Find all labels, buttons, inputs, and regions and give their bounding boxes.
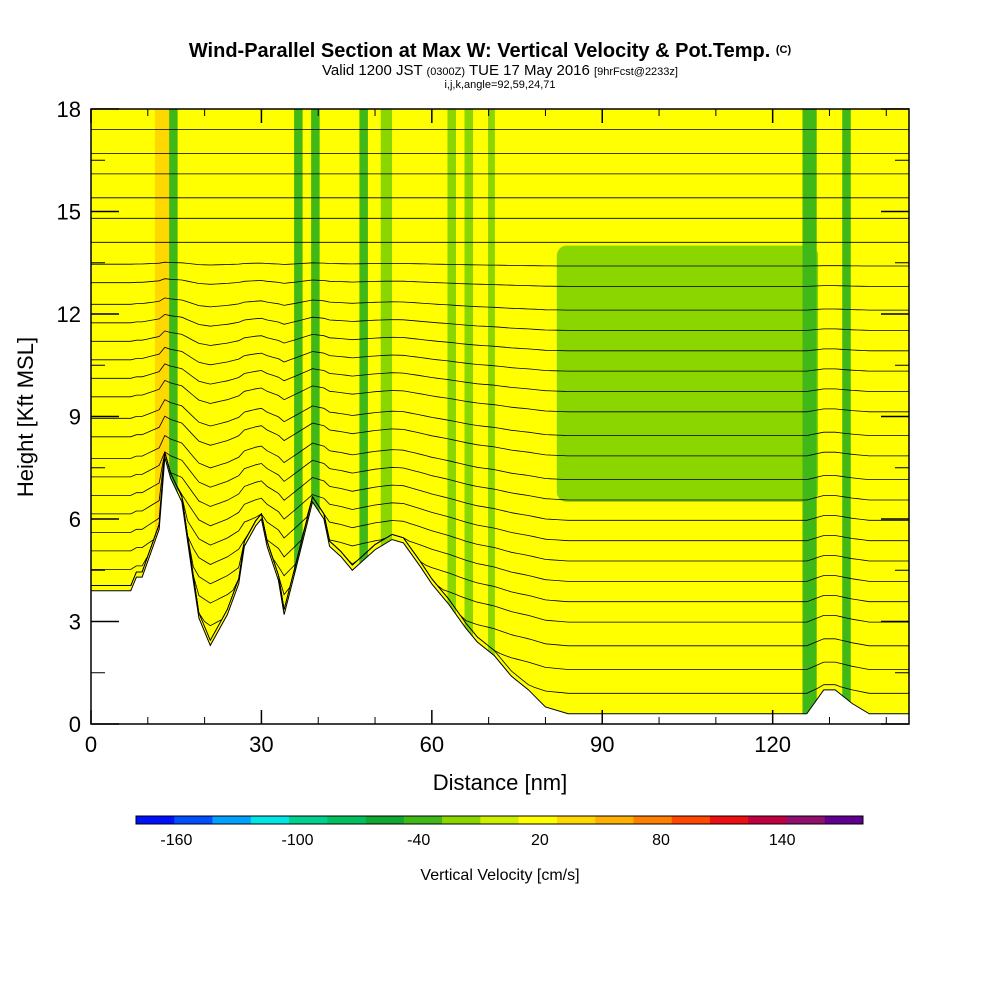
colorbar-bin xyxy=(365,816,405,824)
y-tick-label: 6 xyxy=(69,507,81,532)
colorbar-frame xyxy=(135,815,864,825)
y-tick-label: 0 xyxy=(69,712,81,737)
isentrope-line xyxy=(91,452,909,562)
isentrope-line xyxy=(91,451,909,501)
colorbar-bin xyxy=(633,816,672,824)
colorbar-bin xyxy=(748,816,787,824)
isentrope-line xyxy=(91,452,909,603)
colorbar-tick-labels: -160 -100 -40 20 80 140 xyxy=(160,832,795,849)
colorbar-bin xyxy=(212,816,252,824)
colorbar-bin xyxy=(786,816,826,824)
updraft-column xyxy=(204,109,216,724)
terrain xyxy=(91,457,909,724)
y-tick-label: 9 xyxy=(69,405,81,430)
chart-subtitle-indices: i,j,k,angle=92,59,24,71 xyxy=(444,79,555,91)
x-tick-label: 90 xyxy=(590,732,614,757)
plot-area xyxy=(91,109,909,724)
x-tick-label: 30 xyxy=(249,732,273,757)
y-tick-label: 15 xyxy=(57,200,81,225)
colorbar-bin xyxy=(250,816,290,824)
isentrope-line xyxy=(91,452,909,521)
y-tick-label: 18 xyxy=(57,97,81,122)
x-axis-label: Distance [nm] xyxy=(433,770,568,795)
downdraft-column xyxy=(359,109,368,724)
colorbar-title: Vertical Velocity [cm/s] xyxy=(420,867,579,884)
colorbar-bin xyxy=(595,816,634,824)
colorbar-bin xyxy=(671,816,711,824)
downdraft-column xyxy=(294,109,303,724)
colorbar-bin xyxy=(136,816,175,824)
isentrope-line xyxy=(91,297,909,311)
isentrope-line xyxy=(91,434,909,480)
colorbar-bin xyxy=(480,816,519,824)
isentrope-line xyxy=(91,452,909,647)
isentrope-line xyxy=(91,452,909,542)
isentrope-line xyxy=(91,379,909,413)
updraft-column xyxy=(177,109,187,724)
isentrope-line xyxy=(91,452,909,582)
colorbar-tick-label: -40 xyxy=(407,832,430,849)
y-tick-label: 3 xyxy=(69,610,81,635)
isentrope-line xyxy=(91,313,909,331)
isentrope-line xyxy=(91,415,909,457)
updraft-column xyxy=(126,109,136,724)
colorbar-bin xyxy=(174,816,213,824)
colorbar-tick-label: 80 xyxy=(652,832,670,849)
y-tick-label: 12 xyxy=(57,302,81,327)
downdraft-column xyxy=(169,109,178,724)
downdraft-column xyxy=(447,109,456,724)
isentrope-line xyxy=(91,399,909,436)
downdraft-column xyxy=(380,109,393,724)
downdraft-column xyxy=(802,109,817,724)
colorbar-bin xyxy=(824,816,864,824)
isentrope-line xyxy=(91,452,909,623)
x-tick-label: 0 xyxy=(85,732,97,757)
x-tick-label: 60 xyxy=(420,732,444,757)
colorbar-bin xyxy=(518,816,558,824)
colorbar-tick-label: 140 xyxy=(769,832,796,849)
isentrope-line xyxy=(91,363,909,392)
colorbar-tick-label: 20 xyxy=(531,832,549,849)
potential-temperature-contours xyxy=(91,129,909,694)
chart-subtitle: Valid 1200 JST (0300Z) TUE 17 May 2016 [… xyxy=(322,62,678,79)
colorbar-tick-label: -160 xyxy=(160,832,192,849)
colorbar-tick-label: -100 xyxy=(282,832,314,849)
downdraft-column xyxy=(488,109,495,724)
isentrope-line xyxy=(91,261,909,267)
downdraft-column xyxy=(464,109,474,724)
colorbar-bin xyxy=(709,816,749,824)
isentrope-line xyxy=(91,278,909,287)
colorbar-bin xyxy=(403,816,443,824)
colorbar-bin xyxy=(327,816,366,824)
x-tick-label: 120 xyxy=(754,732,791,757)
colorbar xyxy=(135,815,864,825)
isentrope-line xyxy=(91,346,909,372)
y-axis: 0 3 6 9 12 15 18 xyxy=(57,97,909,737)
x-axis: 0 30 60 90 120 xyxy=(85,109,887,757)
colorbar-bin xyxy=(289,816,328,824)
y-axis-label: Height [Kft MSL] xyxy=(13,337,38,497)
chart-title: Wind-Parallel Section at Max W: Vertical… xyxy=(189,40,792,62)
colorbar-bin xyxy=(556,816,596,824)
colorbar-bin xyxy=(442,816,481,824)
downdraft-column xyxy=(311,109,320,724)
downdraft-region xyxy=(556,245,819,502)
downdraft-column xyxy=(842,109,851,724)
isentrope-line xyxy=(91,330,909,352)
